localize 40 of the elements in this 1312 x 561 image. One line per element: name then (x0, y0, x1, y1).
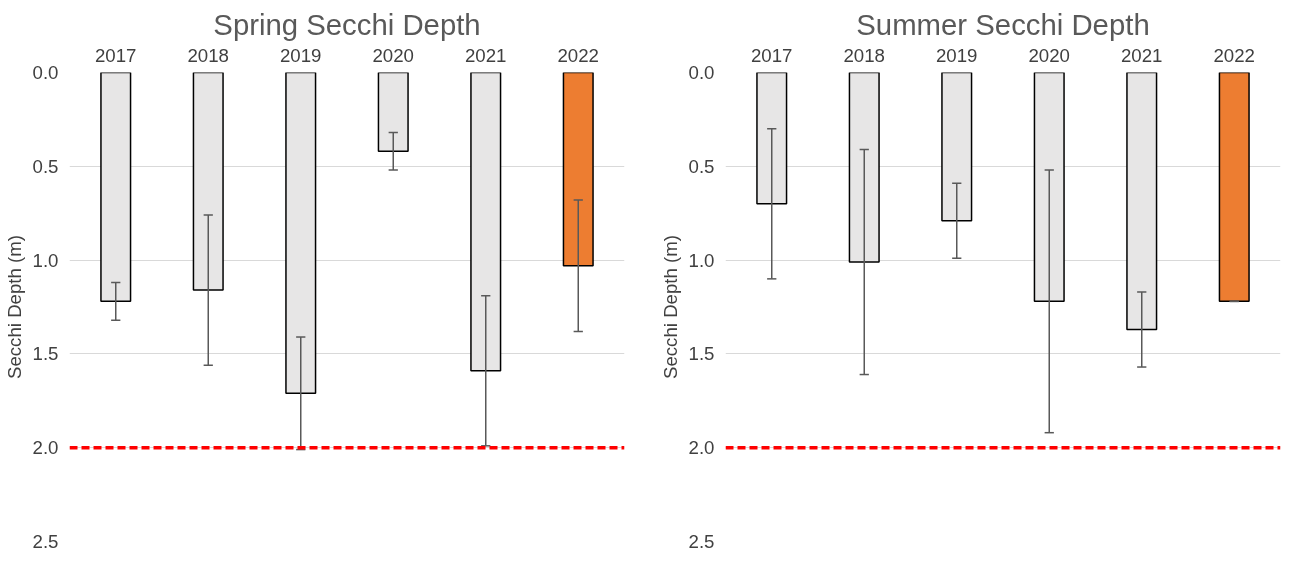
x-tick-label: 2017 (95, 44, 137, 66)
x-tick-label: 2020 (372, 44, 415, 66)
x-tick-label: 2018 (843, 44, 886, 66)
x-tick-label: 2018 (187, 44, 230, 66)
x-tick-label: 2017 (751, 44, 793, 66)
bar (941, 72, 973, 222)
bar (1126, 72, 1158, 331)
x-tick-label: 2021 (1121, 44, 1163, 66)
y-axis-title: Secchi Depth (m) (3, 234, 25, 380)
y-tick-label: 0.5 (32, 155, 59, 177)
y-tick-label: 2.0 (688, 437, 715, 459)
bar (1033, 72, 1065, 303)
bar (1218, 72, 1250, 303)
y-tick-label: 2.5 (32, 531, 59, 552)
y-tick-label: 2.5 (688, 531, 715, 552)
x-tick-label: 2019 (936, 44, 978, 66)
y-tick-label: 1.5 (32, 343, 59, 365)
bar (562, 72, 594, 267)
y-tick-label: 0.0 (688, 62, 715, 83)
chart-title: Summer Secchi Depth (856, 7, 1150, 41)
x-tick-label: 2019 (280, 44, 322, 66)
x-tick-label: 2022 (557, 44, 600, 66)
bar (192, 72, 224, 291)
y-tick-label: 2.0 (32, 437, 59, 459)
bar (100, 72, 132, 303)
y-tick-label: 0.0 (32, 62, 59, 83)
bar (377, 72, 409, 153)
y-axis-title: Secchi Depth (m) (659, 234, 681, 380)
x-tick-label: 2022 (1213, 44, 1256, 66)
bar (470, 72, 502, 372)
bar (848, 72, 880, 263)
x-tick-label: 2021 (465, 44, 507, 66)
y-tick-label: 1.5 (688, 343, 715, 365)
y-tick-label: 1.0 (688, 249, 715, 271)
bar (756, 72, 788, 205)
bar (285, 72, 317, 395)
y-tick-label: 1.0 (32, 249, 59, 271)
x-tick-label: 2020 (1028, 44, 1071, 66)
y-tick-label: 0.5 (688, 155, 715, 177)
chart-title: Spring Secchi Depth (213, 7, 481, 41)
